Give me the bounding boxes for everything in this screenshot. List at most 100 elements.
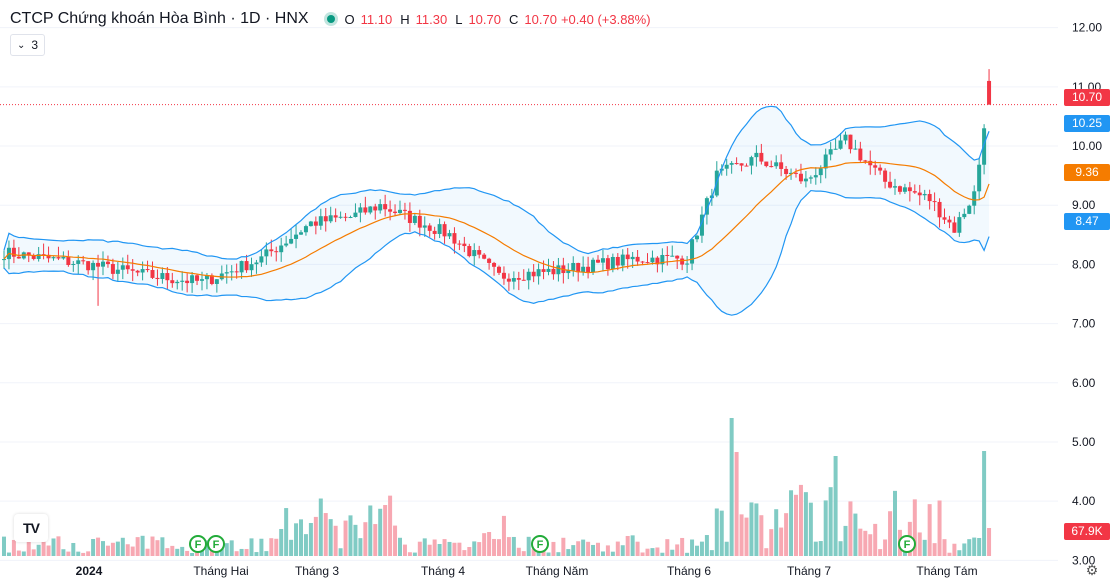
volume-bar (511, 536, 516, 556)
volume-bar (437, 544, 442, 556)
volume-bar (675, 544, 680, 556)
candle-body (516, 278, 521, 280)
candle-body (610, 256, 615, 270)
candle-body (581, 266, 586, 273)
volume-bar (878, 549, 883, 556)
volume-bar (833, 456, 838, 556)
volume-bar (581, 539, 586, 556)
candle-body (442, 224, 447, 237)
volume-bar (972, 537, 977, 556)
tradingview-logo[interactable]: TV (14, 514, 48, 542)
gear-icon[interactable]: ⚙ (1085, 562, 1099, 578)
candle-body (254, 262, 259, 265)
volume-bar (200, 549, 204, 556)
event-marker-label: F (904, 539, 911, 551)
candle-body (239, 261, 244, 273)
volume-bar (501, 515, 506, 556)
candle-body (690, 239, 695, 264)
candle-body (497, 266, 501, 273)
volume-bar (734, 452, 739, 556)
price-axis-label: 6.00 (1072, 376, 1096, 390)
candle-body (858, 148, 863, 161)
candle-body (427, 225, 432, 231)
financial-event-marker[interactable]: F (189, 535, 207, 553)
financial-event-marker[interactable]: F (207, 535, 225, 553)
volume-bar (853, 513, 858, 556)
volume-bar (556, 552, 561, 556)
volume-bar (239, 548, 244, 556)
candle-body (284, 243, 289, 246)
volume-bar (328, 519, 333, 556)
volume-bar (160, 537, 165, 556)
volume-bar (798, 484, 803, 556)
volume-bar (96, 537, 101, 556)
candle-body (101, 261, 105, 267)
volume-bar (848, 501, 853, 556)
candle-body (120, 265, 125, 270)
volume-bar (645, 548, 650, 556)
volume-bar (125, 544, 130, 556)
candle-body (16, 256, 21, 259)
volume-bar (61, 549, 66, 556)
volume-bar (457, 542, 462, 556)
volume-bar (863, 530, 868, 556)
candle-body (586, 266, 591, 273)
candle-body (115, 269, 120, 274)
volume-bar (46, 545, 51, 556)
volume-bar (462, 550, 467, 556)
volume-bar (36, 544, 41, 556)
volume-bar (714, 508, 719, 556)
candle-body (501, 272, 506, 279)
financial-event-marker[interactable]: F (531, 535, 549, 553)
candle-body (695, 235, 699, 240)
volume-bar (175, 548, 180, 556)
volume-bar (363, 522, 368, 556)
volume-bar (299, 519, 303, 556)
candle-body (600, 258, 605, 263)
volume-bar (922, 539, 927, 556)
volume-bar (16, 550, 21, 556)
candle-body (680, 258, 685, 265)
time-axis-label: Tháng Năm (526, 564, 589, 578)
candle-body (947, 219, 952, 223)
volume-bar (858, 528, 863, 556)
candle-body (338, 216, 343, 218)
time-axis[interactable]: 2024 Tháng Hai Tháng 3 Tháng 4 Tháng Năm Thán… (76, 564, 978, 578)
candle-body (482, 254, 487, 259)
candle-body (511, 278, 516, 282)
indicators-toggle[interactable]: ⌄ 3 (10, 34, 46, 56)
candle-body (853, 148, 858, 150)
volume-bar (26, 535, 31, 556)
volume-bar (244, 548, 249, 556)
candle-body (472, 250, 477, 257)
volume-bar (838, 541, 843, 556)
volume-bar (665, 539, 670, 556)
volume-bar (224, 543, 229, 556)
candle-body (279, 245, 284, 253)
bb-upper-tag: 10.25 (1064, 115, 1110, 132)
candle-body (759, 152, 764, 162)
volume-bar (591, 544, 596, 556)
volume-bar (417, 541, 422, 556)
candle-body (798, 173, 803, 182)
event-marker-label: F (195, 539, 202, 551)
candle-body (145, 269, 150, 271)
candle-body (774, 162, 779, 167)
volume-bar (942, 539, 947, 556)
volume-bar (81, 552, 86, 556)
financial-event-marker[interactable]: F (898, 535, 916, 553)
candle-body (873, 165, 878, 168)
volume-bar (952, 543, 957, 556)
volume-bar (596, 542, 600, 556)
volume-bar (150, 536, 155, 556)
candle-body (358, 207, 363, 213)
volume-bar (343, 520, 348, 556)
candle-body (685, 263, 690, 265)
bollinger-lines (3, 105, 990, 316)
candle-body (363, 207, 368, 213)
volume-bar (185, 550, 190, 556)
symbol-title[interactable]: CTCP Chứng khoán Hòa Bình · 1D · HNX (10, 10, 309, 27)
low-value: 10.70 (468, 11, 501, 27)
